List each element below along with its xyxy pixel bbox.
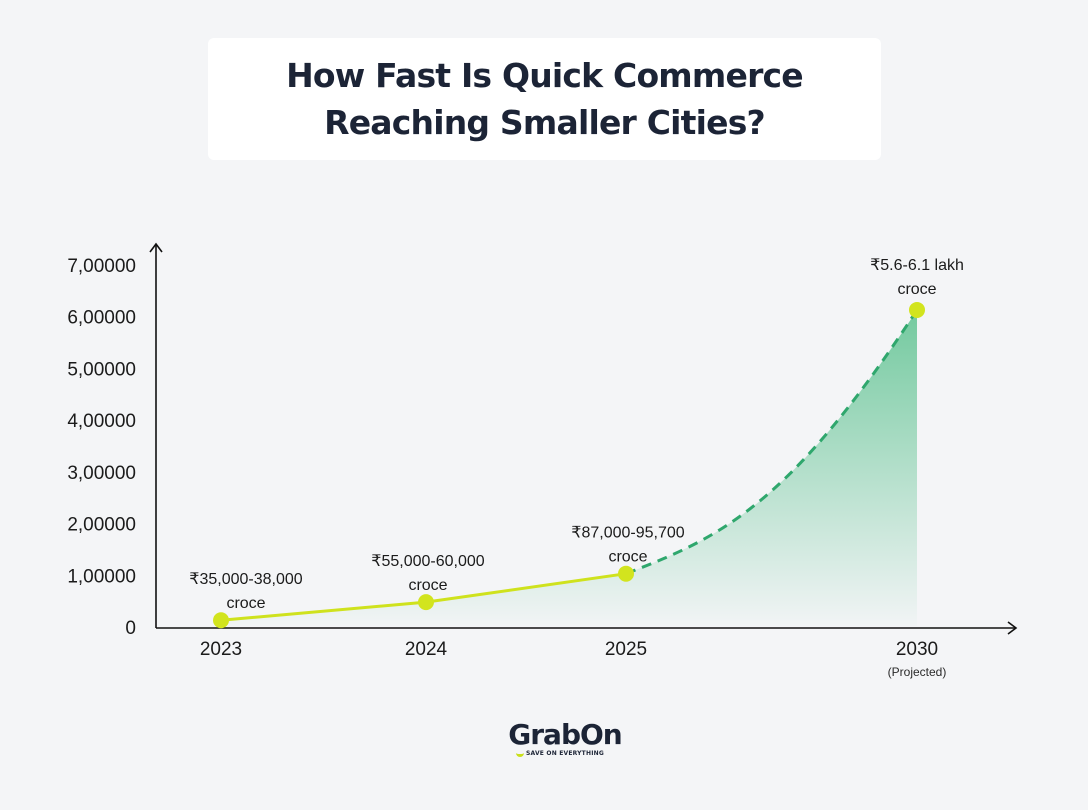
- data-label: ₹55,000-60,000: [371, 553, 484, 570]
- x-tick-label: 2024: [405, 639, 448, 660]
- x-axis-arrow-icon: [1007, 621, 1018, 635]
- data-point: [909, 301, 925, 318]
- data-label: ₹87,000-95,700: [571, 525, 684, 542]
- x-tick-label: 2030: [896, 639, 938, 660]
- projected-trend-line: [625, 309, 919, 576]
- y-tick-label: 0: [125, 618, 136, 639]
- title-card: How Fast Is Quick Commerce Reaching Smal…: [208, 38, 881, 160]
- data-point: [213, 612, 229, 629]
- data-point: [418, 594, 434, 611]
- x-tick-label: 2025: [605, 639, 647, 660]
- data-label: croce: [408, 577, 447, 594]
- y-tick-label: 7,00000: [67, 256, 136, 277]
- data-label: croce: [608, 549, 647, 566]
- data-label: croce: [897, 281, 936, 298]
- logo-wordmark: GrabOn: [508, 718, 622, 751]
- growth-area-fill: [221, 309, 917, 626]
- y-tick-label: 2,00000: [67, 515, 136, 536]
- x-tick-note: (Projected): [888, 665, 947, 679]
- y-tick-label: 6,00000: [67, 308, 136, 329]
- y-tick-label: 4,00000: [67, 411, 136, 432]
- y-tick-label: 1,00000: [67, 566, 136, 587]
- logo-tagline: SAVE ON EVERYTHING: [526, 750, 604, 757]
- data-label: ₹35,000-38,000: [189, 571, 302, 588]
- data-label: ₹5.6-6.1 lakh: [870, 257, 964, 274]
- y-axis-arrow-icon: [149, 242, 163, 253]
- y-tick-label: 3,00000: [67, 463, 136, 484]
- title-line-2: Reaching Smaller Cities?: [324, 103, 766, 142]
- data-point: [618, 565, 634, 582]
- x-tick-label: 2023: [200, 639, 242, 660]
- title-line-1: How Fast Is Quick Commerce: [286, 56, 804, 95]
- data-label: croce: [226, 595, 265, 612]
- grabon-logo: GrabOn SAVE ON EVERYTHING: [500, 718, 630, 768]
- logo-smile-icon: [516, 750, 524, 757]
- y-tick-label: 5,00000: [67, 359, 136, 380]
